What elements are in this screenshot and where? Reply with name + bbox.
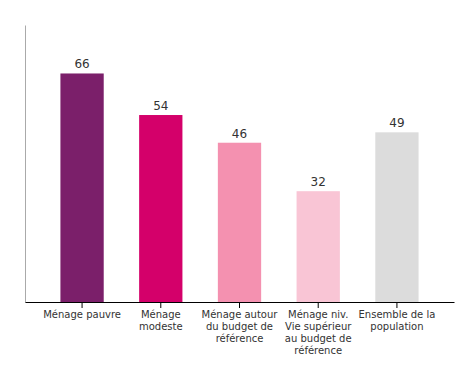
data-labels: 66 54 46 32 49 [74, 57, 404, 189]
x-tick-label-line: au budget de [285, 333, 352, 344]
x-tick-label-line: du budget de [206, 321, 273, 332]
x-tick-label: Ensemble de lapopulation [359, 309, 436, 332]
bar [218, 143, 261, 302]
x-tick: Ménage niv.Vie supérieurau budget deréfé… [285, 302, 352, 356]
x-tick-label-line: Ménage niv. [288, 309, 348, 320]
x-tick-label-line: Ménage autour [202, 309, 279, 320]
chart-container: Ménage pauvre Ménagemodeste Ménage autourd… [0, 0, 469, 380]
x-tick-mark [82, 302, 83, 308]
x-tick-mark [318, 302, 319, 308]
x-tick-label-line: référence [216, 333, 264, 344]
data-label: 46 [232, 127, 247, 141]
x-tick-mark [160, 302, 161, 308]
x-tick-mark [239, 302, 240, 308]
bar [297, 191, 340, 302]
y-axis [25, 26, 26, 303]
x-tick-label-line: modeste [139, 321, 183, 332]
data-label: 66 [74, 57, 89, 71]
x-tick: Ménage pauvre [43, 302, 121, 320]
plot-area: Ménage pauvre Ménagemodeste Ménage autourd… [26, 26, 455, 357]
x-tick-label-line: Ménage [141, 309, 181, 320]
x-tick: Ensemble de lapopulation [359, 302, 436, 332]
data-label: 32 [311, 175, 326, 189]
x-tick-mark [396, 302, 397, 308]
x-tick-label: Ménage niv.Vie supérieurau budget deréfé… [285, 309, 352, 356]
x-tick-label-line: Ménage pauvre [43, 309, 121, 320]
bar [60, 73, 103, 302]
data-label: 54 [153, 99, 168, 113]
bar [139, 115, 182, 302]
x-tick-label-line: Ensemble de la [359, 309, 436, 320]
bars [60, 73, 418, 302]
x-tick: Ménage autourdu budget deréférence [202, 302, 279, 344]
bar [375, 132, 418, 302]
x-tick-label: Ménage pauvre [43, 309, 121, 320]
x-axis: Ménage pauvre Ménagemodeste Ménage autourd… [26, 302, 455, 356]
y-axis-line [25, 26, 26, 303]
x-tick-label-line: Vie supérieur [285, 321, 352, 332]
x-tick-label-line: référence [294, 345, 342, 356]
x-tick-label: Ménage autourdu budget deréférence [202, 309, 279, 344]
x-tick-label-line: population [370, 321, 423, 332]
data-label: 49 [389, 116, 404, 130]
x-tick: Ménagemodeste [139, 302, 183, 332]
chart-svg: Ménage pauvre Ménagemodeste Ménage autourd… [0, 0, 469, 380]
x-tick-label: Ménagemodeste [139, 309, 183, 332]
